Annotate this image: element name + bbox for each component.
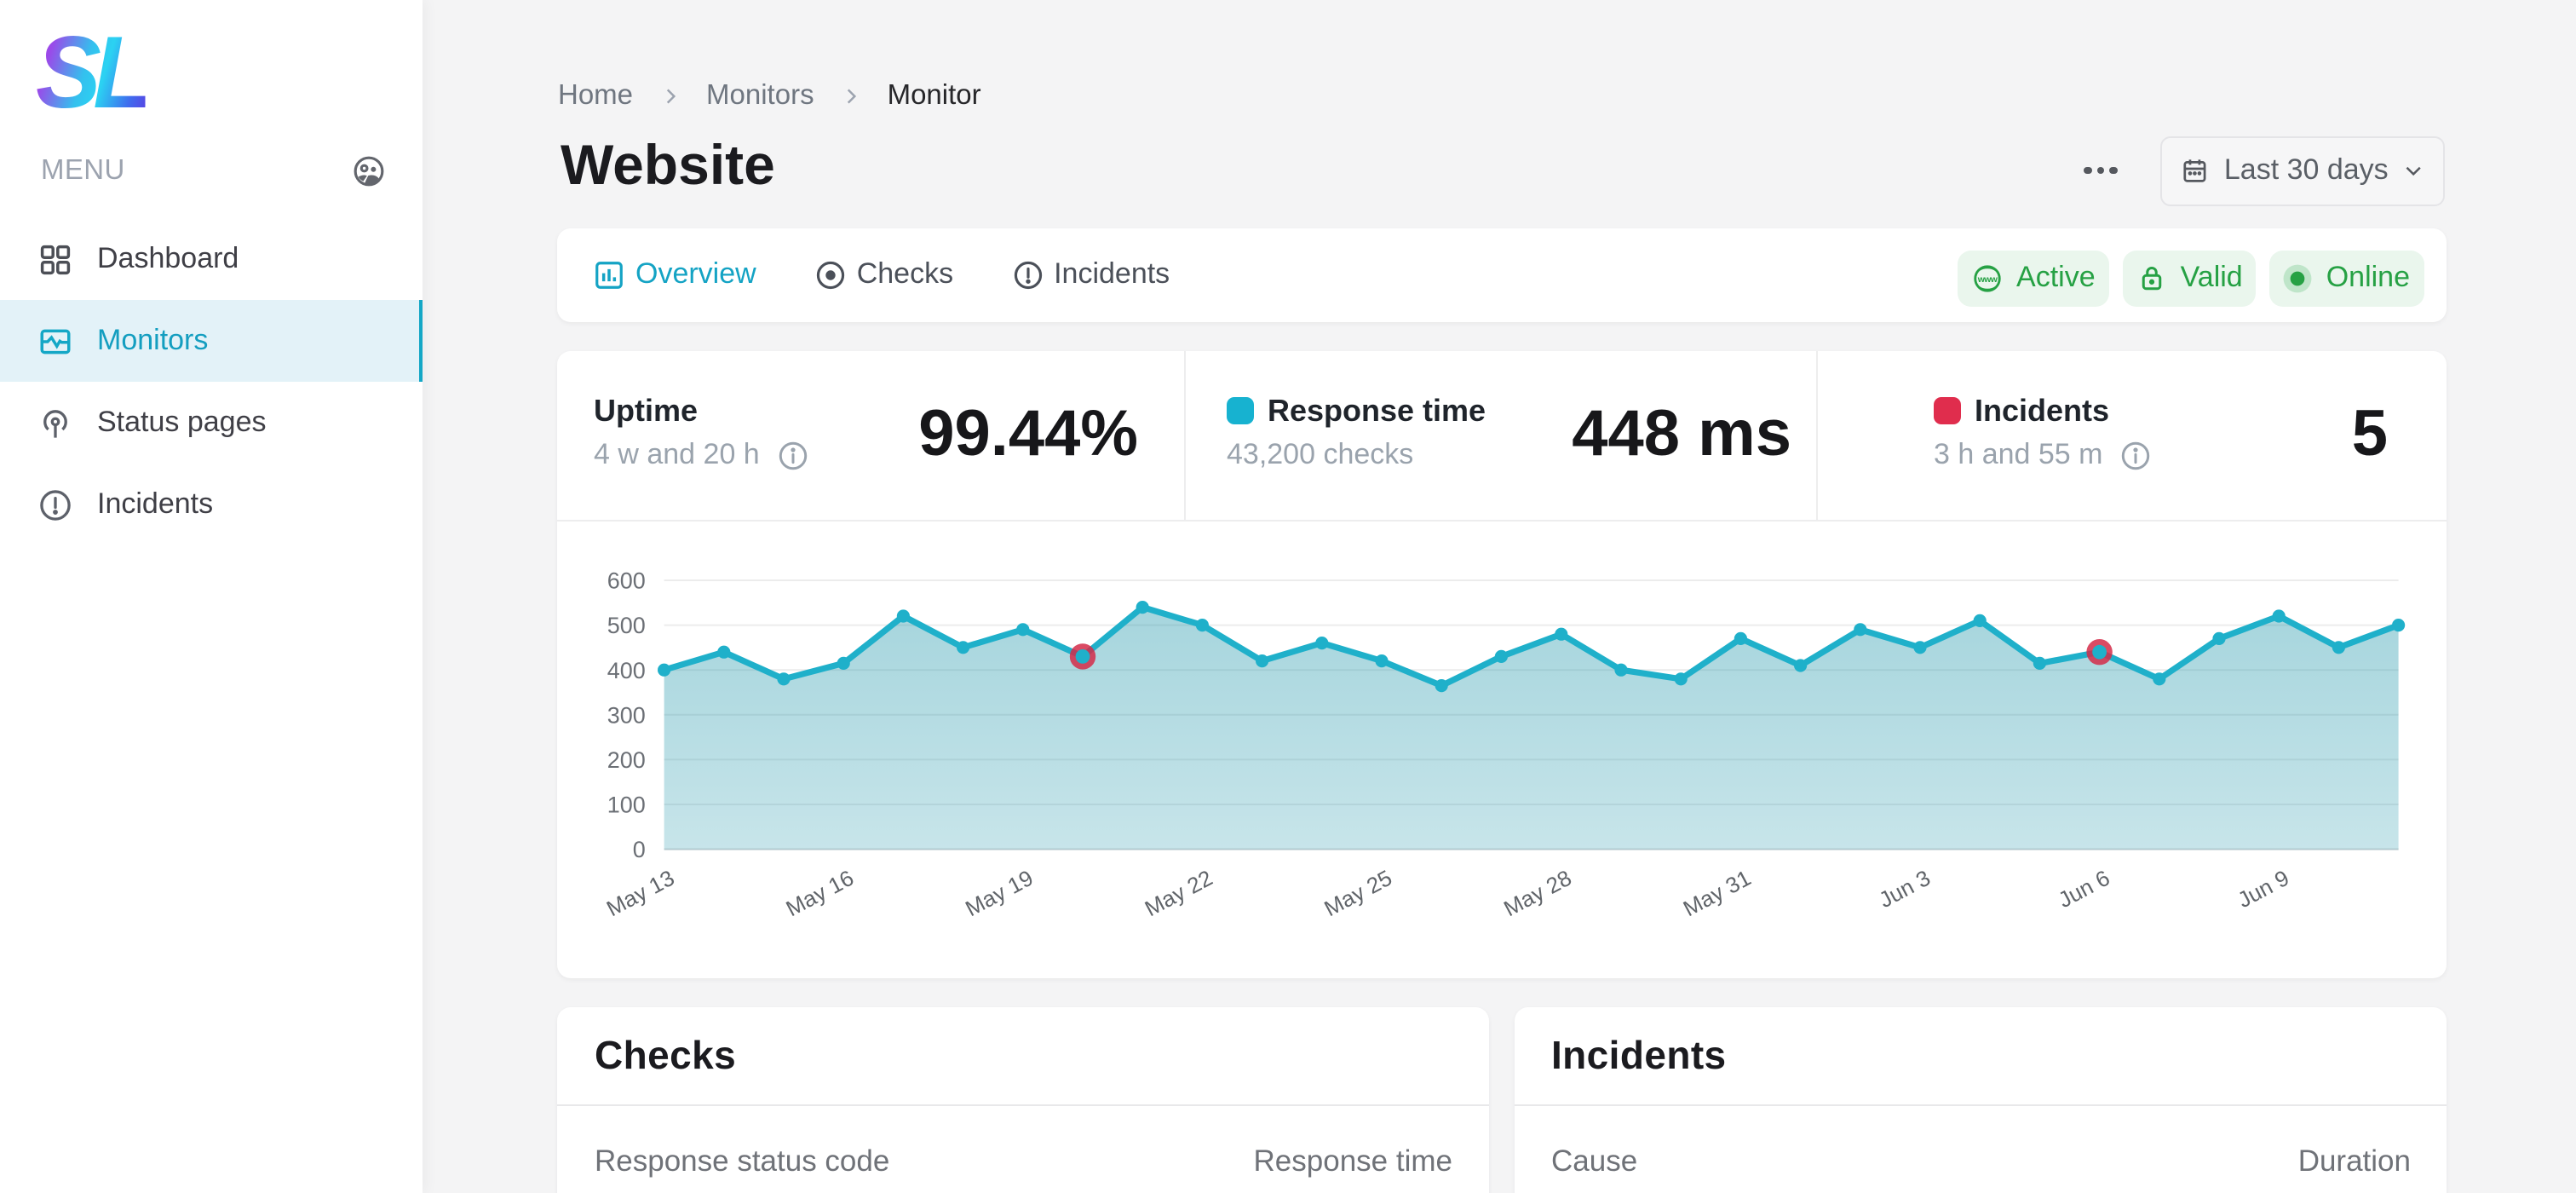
svg-text:300: 300: [607, 702, 646, 728]
svg-text:May 28: May 28: [1499, 865, 1575, 922]
svg-text:Jun 6: Jun 6: [2054, 865, 2113, 913]
svg-text:200: 200: [607, 747, 646, 773]
svg-text:May 25: May 25: [1320, 865, 1395, 922]
svg-text:May 19: May 19: [961, 865, 1037, 922]
svg-text:Jun 9: Jun 9: [2234, 865, 2293, 913]
svg-text:May 16: May 16: [782, 865, 858, 922]
svg-text:Jun 3: Jun 3: [1875, 865, 1935, 913]
svg-text:May 31: May 31: [1679, 865, 1755, 922]
svg-text:May 22: May 22: [1141, 865, 1216, 922]
svg-text:600: 600: [607, 568, 646, 594]
svg-text:400: 400: [607, 658, 646, 683]
svg-text:100: 100: [607, 792, 646, 818]
svg-text:0: 0: [633, 837, 646, 862]
svg-text:500: 500: [607, 613, 646, 638]
svg-text:www: www: [1976, 274, 1998, 284]
svg-text:May 13: May 13: [602, 865, 678, 922]
